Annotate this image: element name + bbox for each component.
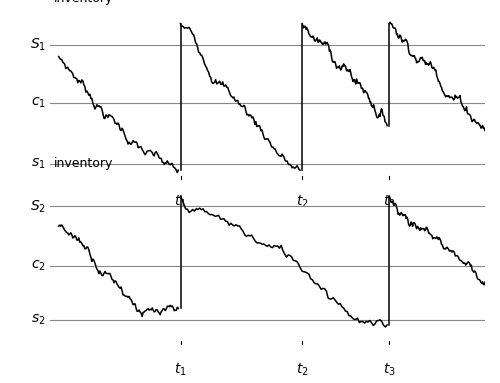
- Text: $c_2$: $c_2$: [31, 259, 46, 273]
- Text: $S_1$: $S_1$: [30, 37, 46, 53]
- Text: inventory: inventory: [54, 157, 114, 170]
- Text: $s_1$: $s_1$: [31, 156, 46, 171]
- Text: $t_1$: $t_1$: [174, 361, 187, 378]
- Text: $t_2$: $t_2$: [296, 361, 308, 378]
- Text: $s_2$: $s_2$: [31, 313, 46, 327]
- Text: $t_3$: $t_3$: [383, 361, 396, 378]
- Text: $S_2$: $S_2$: [30, 198, 46, 214]
- Text: $t_2$: $t_2$: [296, 193, 308, 210]
- Text: $c_1$: $c_1$: [31, 95, 46, 110]
- Text: $t_3$: $t_3$: [383, 193, 396, 210]
- Text: inventory: inventory: [54, 0, 114, 5]
- Text: $t_1$: $t_1$: [174, 193, 187, 210]
